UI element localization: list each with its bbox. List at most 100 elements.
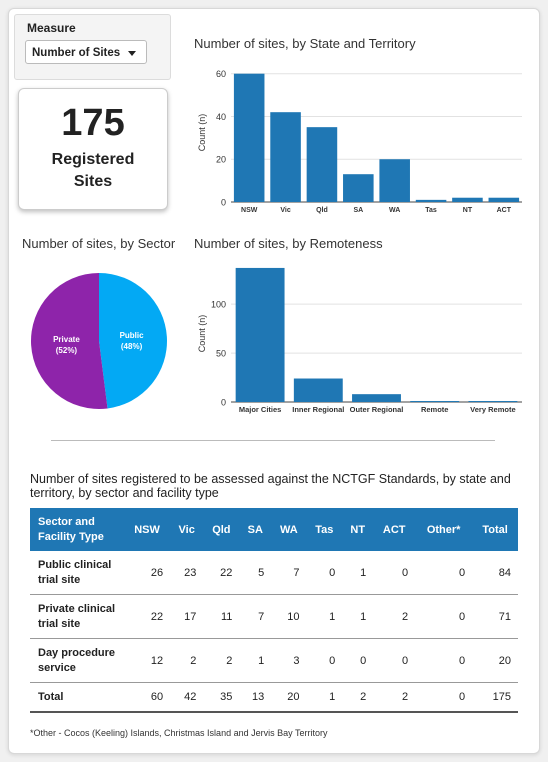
row-label: Total: [30, 682, 124, 713]
bar: [293, 378, 343, 402]
col-header: Sector and Facility Type: [38, 515, 104, 543]
sites-table: Sector and Facility Type NSW Vic Qld SA …: [30, 508, 518, 713]
table-cell: 2: [373, 594, 416, 639]
table-cell: 42: [170, 682, 204, 713]
pie-percent-label: (48%): [121, 342, 143, 351]
table-cell: 23: [170, 551, 204, 595]
table-cell: 0: [415, 638, 473, 683]
bar: [306, 127, 338, 202]
table-cell: 0: [415, 682, 473, 713]
x-tick-label: Remote: [421, 405, 449, 414]
remoteness-chart-title: Number of sites, by Remoteness: [194, 236, 383, 251]
x-tick-label: NT: [463, 207, 473, 214]
pie-percent-label: (52%): [56, 346, 78, 355]
table-row: Private clinical trial site 22 17 11 7 1…: [30, 594, 518, 639]
bar: [343, 174, 374, 202]
y-axis-label: Count (n): [197, 114, 207, 152]
bar: [488, 197, 520, 202]
table-title: Number of sites registered to be assesse…: [30, 472, 511, 500]
x-tick-label: NSW: [241, 207, 258, 214]
x-tick-label: SA: [353, 207, 363, 214]
bar: [235, 267, 285, 402]
x-tick-label: Major Cities: [239, 405, 282, 414]
measure-label: Measure: [27, 21, 76, 35]
col-header: Total: [482, 523, 508, 536]
table-cell: 84: [472, 551, 518, 595]
pie-label: Private: [53, 335, 80, 344]
table-cell: 35: [203, 682, 240, 713]
table-cell: 0: [373, 638, 416, 683]
bar: [270, 112, 301, 202]
table-cell: 22: [203, 551, 240, 595]
x-tick-label: Vic: [280, 207, 290, 214]
y-tick-label: 20: [216, 155, 226, 165]
col-header: Qld: [212, 523, 231, 536]
y-tick-label: 40: [216, 112, 226, 122]
col-header: Vic: [178, 523, 195, 536]
col-header: NSW: [134, 523, 160, 536]
table-cell: 2: [342, 682, 374, 713]
y-tick-label: 0: [221, 198, 226, 208]
table-cell: 12: [124, 638, 171, 683]
col-header: Other*: [426, 523, 461, 536]
table-cell: 175: [472, 682, 518, 713]
table-cell: 10: [271, 594, 307, 639]
table-header-row: Sector and Facility Type NSW Vic Qld SA …: [30, 508, 518, 551]
y-tick-label: 0: [221, 398, 226, 408]
sector-chart-title: Number of sites, by Sector: [22, 236, 176, 251]
bar: [410, 401, 460, 403]
col-header: NT: [350, 523, 366, 536]
table-footnote: *Other - Cocos (Keeling) Islands, Christ…: [30, 728, 328, 738]
row-label: Day procedure service: [30, 638, 124, 683]
table-cell: 0: [306, 638, 343, 683]
col-header: SA: [247, 523, 263, 536]
pie-label: Public: [120, 331, 145, 340]
x-tick-label: Tas: [425, 207, 437, 214]
table-cell: 0: [415, 551, 473, 595]
bar: [468, 401, 518, 403]
table-cell: 13: [239, 682, 272, 713]
table-total-row: Total 60 42 35 13 20 1 2 2 0 175: [30, 682, 518, 713]
table-cell: 60: [124, 682, 171, 713]
table-cell: 1: [306, 594, 343, 639]
sector-pie-chart: Public (48%) Private (52%): [31, 273, 168, 409]
state-chart-title: Number of sites, by State and Territory: [194, 36, 416, 51]
table-cell: 3: [271, 638, 307, 683]
pie-slice-private: [31, 273, 108, 409]
row-label: Public clinical trial site: [30, 551, 124, 595]
table-cell: 2: [170, 638, 204, 683]
table-cell: 1: [239, 638, 272, 683]
measure-selected-value: Number of Sites: [32, 47, 121, 59]
kpi-value: 175: [61, 102, 125, 144]
table-cell: 26: [124, 551, 171, 595]
x-tick-label: Outer Regional: [350, 405, 404, 414]
col-header: WA: [279, 523, 298, 536]
table-row: Day procedure service 12 2 2 1 3 0 0 0 0…: [30, 638, 518, 683]
col-header: ACT: [382, 523, 406, 536]
table-cell: 7: [239, 594, 272, 639]
bar: [379, 159, 410, 202]
table-cell: 17: [170, 594, 204, 639]
table-cell: 20: [472, 638, 518, 683]
state-bar-chart: 0 20 40 60 Count (n) NSW Vic Qld SA WA Tas NT ACT: [197, 69, 522, 214]
table-cell: 2: [373, 682, 416, 713]
x-tick-label: ACT: [497, 207, 512, 214]
table-cell: 11: [203, 594, 240, 639]
registered-sites-kpi: 175 Registered Sites: [18, 88, 168, 210]
table-cell: 5: [239, 551, 272, 595]
measure-panel: Measure Number of Sites: [14, 14, 171, 80]
bar: [452, 197, 483, 202]
table-cell: 0: [342, 638, 374, 683]
table-cell: 71: [472, 594, 518, 639]
measure-select[interactable]: Number of Sites: [25, 40, 147, 64]
kpi-label: Registered Sites: [51, 151, 135, 190]
row-label: Private clinical trial site: [30, 594, 124, 639]
table-cell: 1: [306, 682, 343, 713]
table-cell: 2: [203, 638, 240, 683]
x-tick-label: Inner Regional: [292, 405, 344, 414]
table-cell: 1: [342, 594, 374, 639]
y-tick-label: 60: [216, 69, 226, 79]
table-row: Public clinical trial site 26 23 22 5 7 …: [30, 551, 518, 595]
remoteness-bar-chart: 0 50 100 Count (n) Major Cities Inner Regiona…: [197, 267, 522, 414]
table-cell: 0: [306, 551, 343, 595]
